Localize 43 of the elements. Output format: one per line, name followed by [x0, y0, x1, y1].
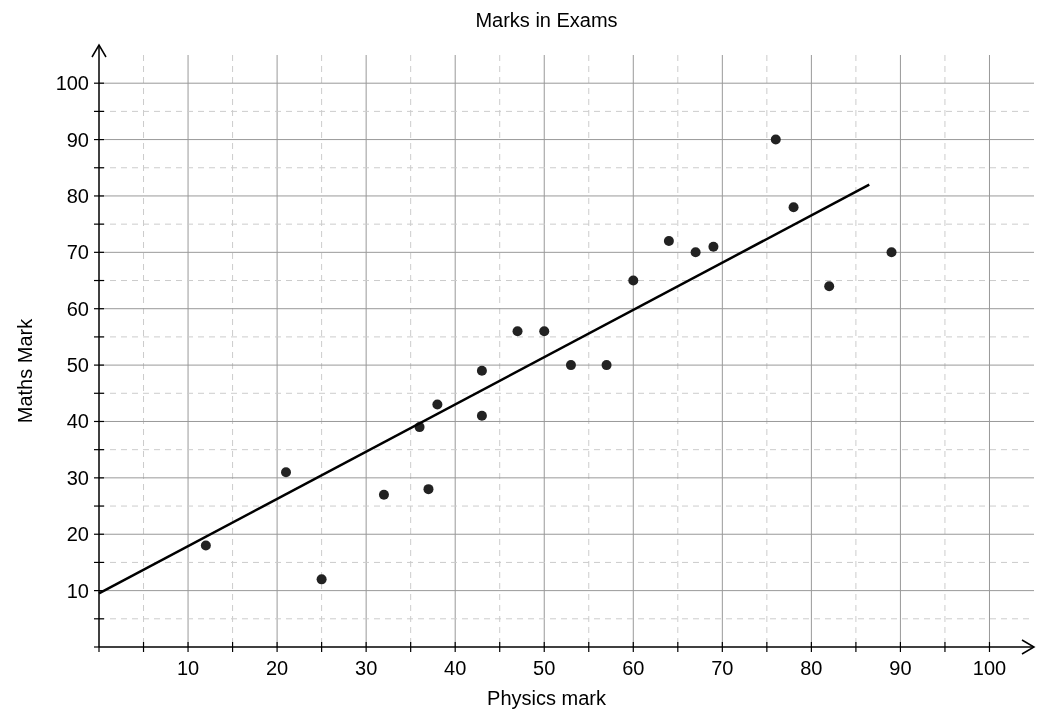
point [378, 489, 389, 500]
y-tick-label: 10 [66, 579, 89, 602]
chart-title: Marks in Exams [475, 9, 618, 31]
y-tick-label: 30 [66, 466, 89, 489]
point [423, 484, 434, 495]
y-tick-label: 50 [66, 354, 89, 377]
point [770, 134, 781, 145]
y-tick-label: 80 [66, 184, 89, 207]
point [690, 247, 701, 258]
y-axis-title: Maths Mark [14, 317, 36, 424]
point [476, 410, 487, 421]
x-tick-label: 90 [889, 657, 912, 679]
point [788, 202, 799, 213]
point [663, 236, 674, 247]
point [476, 365, 487, 376]
y-tick-label: 100 [55, 72, 89, 95]
y-tick-label: 90 [66, 128, 89, 151]
point [824, 281, 835, 292]
x-tick-label: 50 [533, 657, 556, 679]
y-tick-label: 40 [66, 410, 89, 433]
point [316, 574, 327, 585]
x-tick-label: 40 [444, 657, 467, 679]
point [432, 399, 443, 410]
point [628, 275, 639, 286]
x-tick-label: 60 [622, 657, 645, 679]
x-tick-label: 70 [711, 657, 734, 679]
y-tick-label: 60 [66, 297, 89, 320]
x-tick-label: 80 [800, 657, 823, 679]
x-tick-label: 20 [265, 657, 289, 679]
point [512, 326, 523, 337]
x-axis-title: Physics mark [487, 687, 607, 709]
point [281, 467, 291, 478]
point [886, 247, 897, 258]
point [200, 540, 211, 551]
y-tick-label: 20 [66, 523, 89, 546]
point [539, 326, 550, 337]
y-tick-label: 70 [66, 241, 89, 264]
x-tick-label: 30 [355, 657, 378, 679]
point [708, 241, 719, 252]
x-tick-label: 100 [972, 657, 1007, 679]
x-tick-label: 10 [176, 657, 200, 679]
point [565, 360, 576, 371]
point [601, 360, 612, 371]
